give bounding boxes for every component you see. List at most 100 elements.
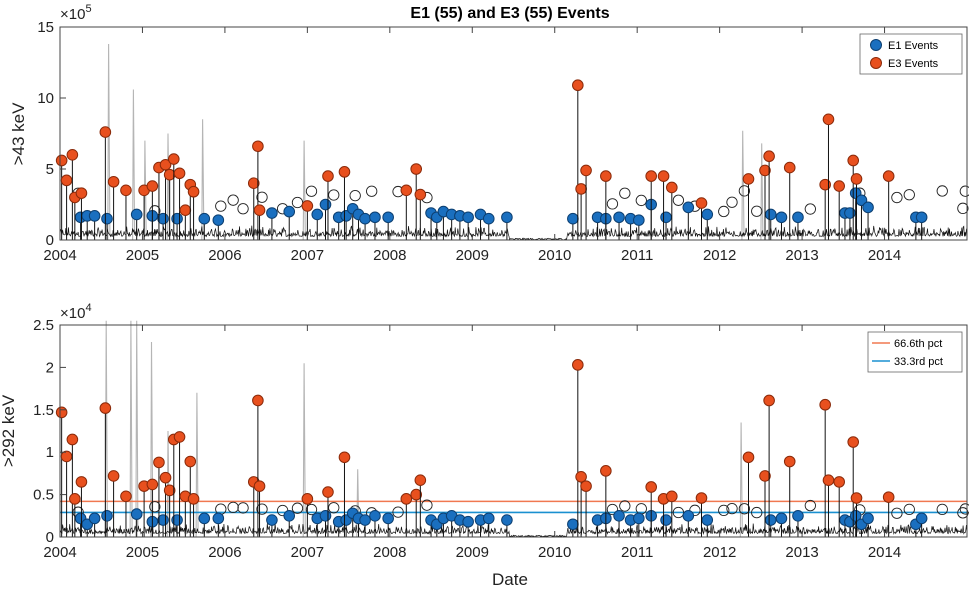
e3-event-marker	[822, 113, 835, 126]
e3-event-marker	[600, 170, 612, 182]
e3-event-marker	[159, 158, 172, 171]
e3-event-marker	[66, 149, 79, 161]
e1-event-marker	[915, 512, 928, 525]
candidate-marker	[903, 189, 915, 201]
e1-event-marker	[340, 210, 352, 222]
candidate-marker	[718, 504, 730, 517]
candidate-marker	[328, 189, 340, 201]
e1-event-marker	[88, 210, 101, 222]
e3-event-marker	[410, 163, 423, 175]
e3-event-marker	[60, 174, 73, 187]
x-tick-label: 2014	[868, 247, 901, 264]
e3-event-marker	[847, 154, 860, 167]
candidate-marker	[256, 503, 268, 515]
x-tick-label: 2006	[208, 247, 241, 264]
candidate-marker	[619, 500, 631, 512]
e1-event-marker	[462, 211, 474, 224]
e3-event-marker	[187, 185, 200, 198]
e3-event-marker	[742, 451, 755, 464]
legend-bottom: 66.6th pct 33.3rd pct	[867, 331, 963, 373]
y-tick-label: 10	[37, 90, 54, 107]
e3-event-marker	[167, 153, 180, 165]
candidate-marker	[738, 185, 751, 197]
e3-event-marker	[173, 431, 186, 443]
e3-events-292kev	[55, 359, 895, 537]
e1-event-marker	[633, 512, 645, 525]
e3-event-marker	[75, 187, 88, 199]
e3-event-marker	[184, 455, 197, 468]
y-tick-label: 2.5	[33, 317, 54, 334]
candidate-marker	[619, 187, 631, 199]
e1-event-marker	[369, 211, 381, 224]
e1-event-marker	[613, 510, 625, 522]
candidate-marker	[291, 196, 304, 209]
e3-event-marker	[759, 164, 771, 177]
x-tick-label: 2007	[291, 247, 324, 264]
e3-event-marker	[575, 470, 587, 483]
x-tick-label: 2008	[373, 247, 406, 264]
candidate-marker	[804, 203, 816, 215]
e3-event-marker	[575, 183, 587, 195]
legend-e1-marker	[870, 39, 882, 51]
e3-event-marker	[99, 402, 112, 414]
e3-event-marker	[882, 170, 895, 182]
x-tick-label: 2013	[785, 544, 818, 561]
e3-event-marker	[400, 184, 413, 197]
e1-event-marker	[862, 201, 874, 214]
e3-event-marker	[695, 197, 708, 209]
e3-event-marker	[252, 394, 264, 407]
candidate-marker	[305, 185, 318, 197]
y-ticks-top: 0 5 10 15	[37, 19, 66, 249]
e3-event-marker	[60, 450, 73, 463]
e3-event-marker	[414, 474, 427, 486]
e1-event-marker	[682, 201, 695, 214]
candidate-marker	[421, 499, 433, 511]
y-tick-label: 15	[37, 19, 54, 36]
e3-event-marker	[833, 476, 845, 488]
e3-event-marker	[301, 493, 314, 505]
e3-event-marker	[819, 398, 831, 411]
e1-event-marker	[682, 510, 695, 522]
y-tick-label: 1.5	[33, 402, 54, 419]
candidate-marker	[237, 502, 249, 514]
e1-event-marker	[283, 510, 296, 522]
candidate-marker	[751, 205, 763, 217]
e3-event-marker	[580, 480, 592, 492]
y-axis-label-top: >43 keV	[9, 102, 28, 166]
x-tick-label: 2004	[43, 544, 76, 561]
candidate-marker	[957, 202, 969, 214]
candidate-marker	[227, 194, 239, 206]
x-tick-label: 2004	[43, 247, 76, 264]
e1-event-marker	[501, 211, 513, 224]
e1-event-marker	[862, 512, 874, 525]
e3-event-marker	[819, 178, 831, 191]
candidate-marker	[635, 194, 647, 207]
e1-event-marker	[382, 512, 394, 525]
candidate-marker	[672, 194, 685, 206]
e3-event-marker	[763, 394, 775, 407]
e1-event-marker	[613, 211, 625, 224]
e3-event-marker	[66, 433, 79, 446]
candidate-marker	[305, 503, 318, 516]
e1-event-marker	[567, 212, 579, 225]
panel-bottom-292kev: 2004 2005 2006 2007 2008 2009 2010 2011 2012 2013…	[0, 302, 969, 589]
candidate-marker	[726, 502, 738, 515]
e3-event-marker	[69, 493, 81, 505]
x-tick-label: 2010	[538, 247, 571, 264]
x-tick-label: 2011	[621, 247, 653, 264]
e3-event-marker	[645, 481, 657, 493]
candidate-marker	[606, 198, 619, 210]
e3-events-43kev	[55, 79, 895, 240]
e3-event-marker	[159, 471, 172, 484]
legend-e1-label: E1 Events	[888, 40, 939, 52]
e3-event-marker	[153, 456, 165, 469]
e3-event-marker	[763, 150, 775, 163]
x-tick-label: 2009	[456, 247, 489, 264]
e3-event-marker	[120, 184, 132, 197]
legend-top: E1 Events E3 Events	[859, 33, 963, 75]
x-tick-label: 2012	[703, 544, 736, 561]
x-tick-label: 2005	[126, 544, 159, 561]
x-axis-label: Date	[492, 570, 528, 589]
e3-event-marker	[742, 173, 755, 185]
candidate-marker	[392, 506, 404, 518]
